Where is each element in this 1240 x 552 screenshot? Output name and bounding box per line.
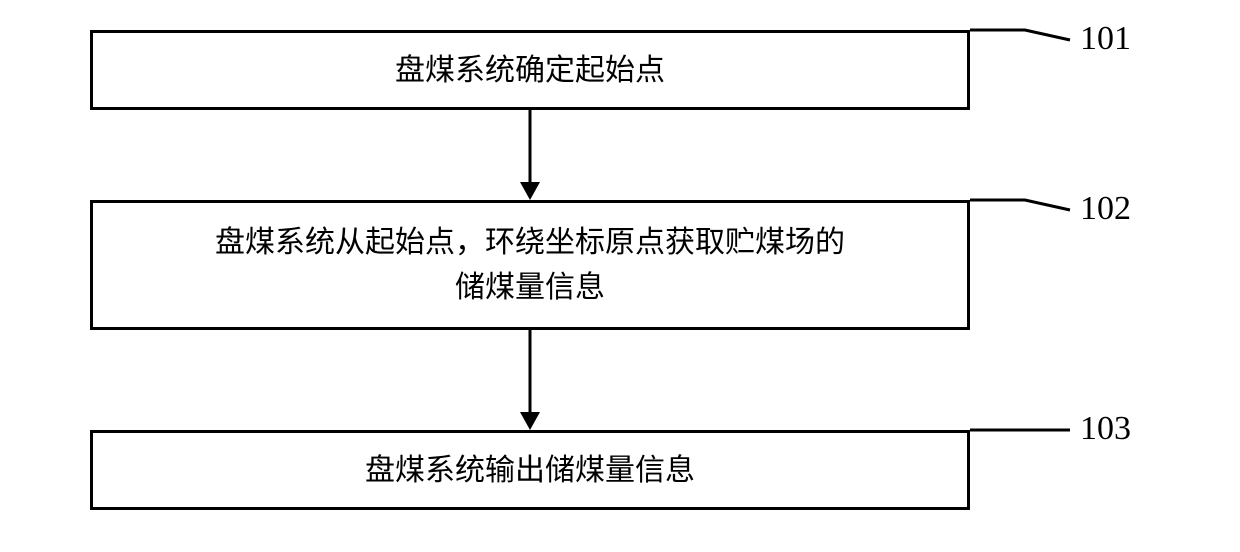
flowchart-canvas: 盘煤系统确定起始点 101 盘煤系统从起始点，环绕坐标原点获取贮煤场的 储煤量信息 1…	[0, 0, 1240, 552]
node-text: 盘煤系统输出储煤量信息	[365, 448, 695, 493]
flow-node-n3: 盘煤系统输出储煤量信息	[90, 430, 970, 510]
node-text: 盘煤系统确定起始点	[395, 48, 665, 93]
flow-node-n1: 盘煤系统确定起始点	[90, 30, 970, 110]
node-text: 盘煤系统从起始点，环绕坐标原点获取贮煤场的 储煤量信息	[215, 220, 845, 310]
node-label-n1: 101	[1080, 20, 1131, 58]
node-label-n3: 103	[1080, 410, 1131, 448]
flow-node-n2: 盘煤系统从起始点，环绕坐标原点获取贮煤场的 储煤量信息	[90, 200, 970, 330]
node-label-n2: 102	[1080, 190, 1131, 228]
